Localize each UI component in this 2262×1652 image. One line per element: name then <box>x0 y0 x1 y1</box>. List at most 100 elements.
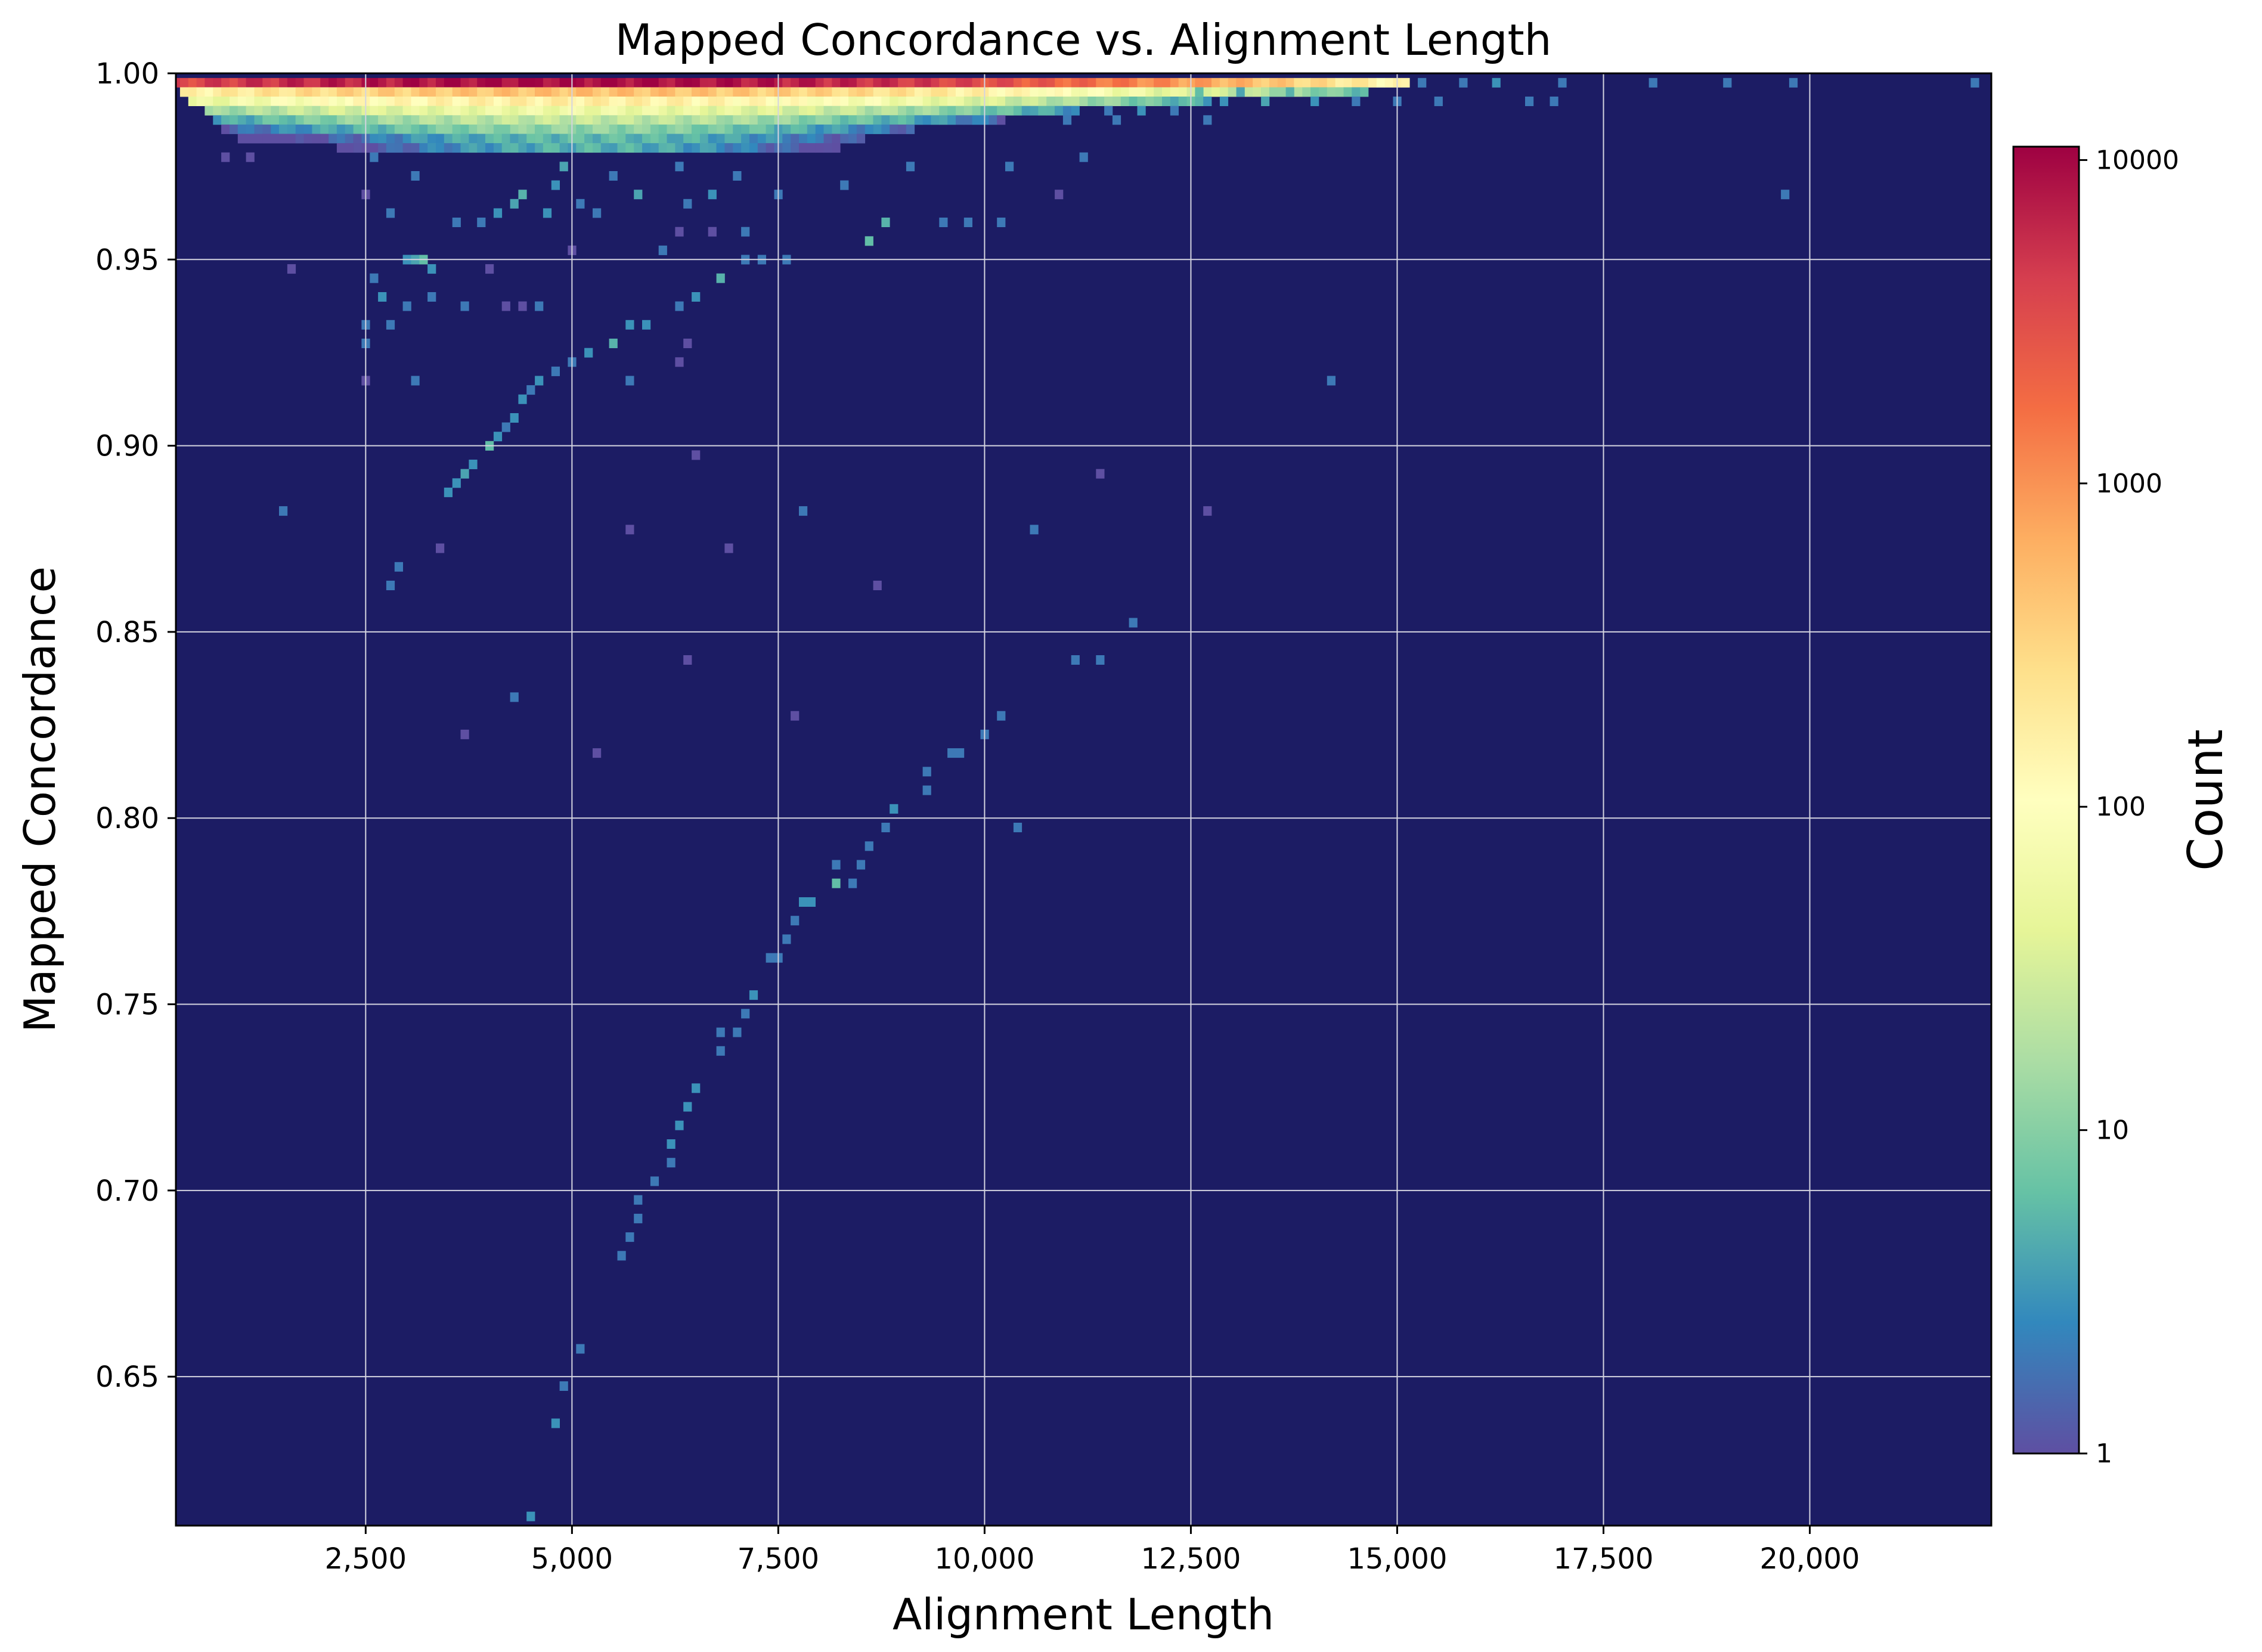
heatmap-cell <box>1129 97 1138 106</box>
heatmap-cell <box>353 78 362 88</box>
heatmap-cell <box>329 97 337 106</box>
heatmap-cell <box>873 115 882 125</box>
heatmap-cell <box>782 134 791 144</box>
heatmap-cell <box>1219 97 1229 106</box>
heatmap-cell <box>551 106 560 116</box>
heatmap-cell <box>254 87 263 97</box>
heatmap-cell <box>394 562 403 572</box>
heatmap-cell <box>493 106 503 116</box>
heatmap-cell <box>890 804 898 814</box>
heatmap-cell <box>1005 78 1014 88</box>
heatmap-cell <box>1327 78 1335 88</box>
heatmap-cell <box>230 97 238 106</box>
heatmap-cell <box>394 124 403 134</box>
heatmap-cell <box>667 1139 675 1149</box>
heatmap-cell <box>1112 87 1121 97</box>
heatmap-cell <box>848 106 857 116</box>
heatmap-cell <box>815 143 824 153</box>
heatmap-cell <box>634 134 643 144</box>
heatmap-cell <box>956 748 965 758</box>
heatmap-cell <box>823 124 832 134</box>
heatmap-cell <box>378 97 387 106</box>
heatmap-cell <box>551 143 560 153</box>
heatmap-cell <box>402 78 411 88</box>
heatmap-cell <box>576 87 585 97</box>
heatmap-cell <box>320 106 329 116</box>
heatmap-cell <box>1030 87 1039 97</box>
heatmap-cell <box>881 87 890 97</box>
y-axis-label: Mapped Concordance <box>15 566 65 1033</box>
heatmap-cell <box>634 143 643 153</box>
heatmap-cell <box>823 87 832 97</box>
heatmap-cell <box>510 97 519 106</box>
heatmap-cell <box>254 115 263 125</box>
heatmap-cell <box>593 115 602 125</box>
heatmap-cell <box>329 134 337 144</box>
heatmap-cell <box>609 134 618 144</box>
heatmap-cell <box>551 78 560 88</box>
heatmap-cell <box>799 506 808 516</box>
heatmap-cell <box>1253 87 1262 97</box>
heatmap-cell <box>1145 87 1154 97</box>
heatmap-cell <box>708 134 717 144</box>
heatmap-cell <box>1120 97 1129 106</box>
heatmap-cell <box>353 124 362 134</box>
heatmap-cell <box>353 143 362 153</box>
heatmap-cell <box>543 106 552 116</box>
heatmap-cell <box>741 1009 750 1019</box>
heatmap-cell <box>931 78 940 88</box>
heatmap-cell <box>1352 87 1361 97</box>
heatmap-cell <box>262 97 271 106</box>
heatmap-cell <box>906 87 915 97</box>
heatmap-cell <box>972 78 981 88</box>
heatmap-cell <box>1038 106 1047 116</box>
heatmap-cell <box>956 87 965 97</box>
heatmap-cell <box>1162 78 1171 88</box>
heatmap-cell <box>600 143 609 153</box>
heatmap-cell <box>667 124 675 134</box>
y-tick-label: 0.90 <box>95 430 159 463</box>
heatmap-cell <box>625 124 634 134</box>
heatmap-cell <box>873 87 882 97</box>
heatmap-cell <box>246 134 255 144</box>
heatmap-cell <box>436 87 445 97</box>
heatmap-cell <box>246 97 255 106</box>
heatmap-cell <box>1360 87 1369 97</box>
heatmap-cell <box>898 115 907 125</box>
heatmap-cell <box>254 134 263 144</box>
heatmap-cell <box>658 106 667 116</box>
heatmap-cell <box>1236 87 1245 97</box>
heatmap-cell <box>617 78 626 88</box>
heatmap-cell <box>477 143 486 153</box>
heatmap-cell <box>262 134 271 144</box>
heatmap-cell <box>782 78 791 88</box>
heatmap-cell <box>345 124 354 134</box>
heatmap-cell <box>815 87 824 97</box>
heatmap-cell <box>1327 87 1335 97</box>
heatmap-cell <box>485 124 494 134</box>
heatmap-cell <box>1137 97 1146 106</box>
heatmap-cell <box>898 124 907 134</box>
heatmap-cell <box>609 339 618 348</box>
heatmap-cell <box>485 106 494 116</box>
heatmap-cell <box>535 124 544 134</box>
heatmap-cell <box>204 78 213 88</box>
heatmap-cell <box>427 143 436 153</box>
heatmap-cell <box>1253 78 1262 88</box>
heatmap-cell <box>840 115 849 125</box>
heatmap-cell <box>1079 97 1088 106</box>
heatmap-cell <box>1277 87 1286 97</box>
heatmap-cell <box>1285 87 1294 97</box>
heatmap-cell <box>576 134 585 144</box>
heatmap-cells <box>176 78 1979 1521</box>
heatmap-cell <box>799 115 808 125</box>
heatmap-cell <box>370 78 379 88</box>
heatmap-cell <box>807 143 816 153</box>
heatmap-cell <box>1096 87 1105 97</box>
heatmap-cell <box>329 115 337 125</box>
heatmap-cell <box>1310 78 1319 88</box>
heatmap-cell <box>477 218 486 227</box>
heatmap-cell <box>246 87 255 97</box>
heatmap-cell <box>1327 376 1335 386</box>
heatmap-cell <box>873 97 882 106</box>
